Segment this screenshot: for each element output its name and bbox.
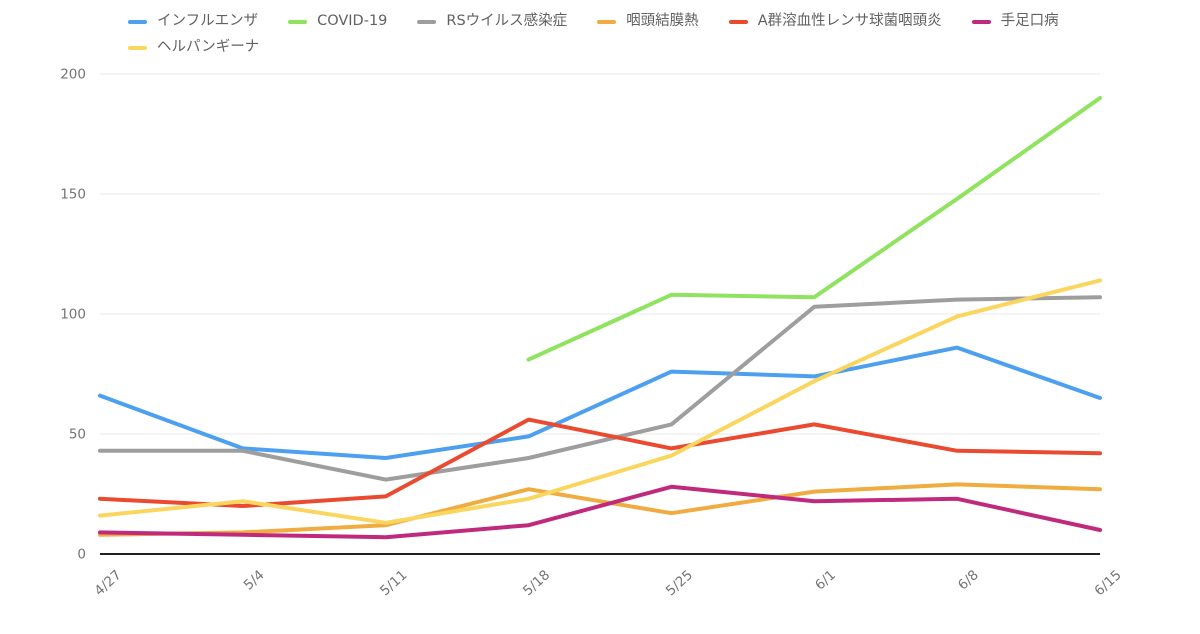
series-line-3 <box>98 482 1102 537</box>
legend-label: A群溶血性レンサ球菌咽頭炎 <box>757 13 942 29</box>
legend-label: COVID-19 <box>317 13 388 29</box>
x-tick-label: 5/11 <box>377 567 410 599</box>
legend-label: インフルエンザ <box>157 13 259 29</box>
series-line-5 <box>98 484 1102 540</box>
legend-item-6[interactable]: ヘルパンギーナ <box>128 37 259 58</box>
series-line-6 <box>98 278 1102 525</box>
x-tick-label: 6/8 <box>955 567 982 593</box>
legend-swatch-icon <box>128 45 147 50</box>
x-tick-label: 6/1 <box>812 567 839 593</box>
legend-swatch-icon <box>597 19 617 24</box>
legend-item-4[interactable]: A群溶血性レンサ球菌咽頭炎 <box>728 11 942 32</box>
legend-swatch-icon <box>971 19 991 24</box>
series-line-1 <box>526 96 1102 362</box>
x-tick-label: 4/27 <box>91 567 124 599</box>
y-tick-label: 150 <box>60 187 86 203</box>
chart-legend: インフルエンザ COVID-19 RSウイルス感染症 咽頭結膜熱 A群溶血性レンサ球菌咽… <box>128 11 1063 58</box>
legend-label: RSウイルス感染症 <box>446 13 568 29</box>
legend-item-5[interactable]: 手足口病 <box>971 11 1059 32</box>
legend-item-0[interactable]: インフルエンザ <box>128 11 258 32</box>
x-tick-label: 6/15 <box>1091 567 1124 599</box>
y-tick-label: 0 <box>77 547 86 563</box>
legend-item-1[interactable]: COVID-19 <box>288 11 387 32</box>
x-tick-label: 5/18 <box>520 567 553 599</box>
legend-item-3[interactable]: 咽頭結膜熱 <box>597 11 699 32</box>
y-tick-label: 100 <box>60 307 86 323</box>
series-line-4 <box>98 417 1102 508</box>
series-line-0 <box>98 345 1102 460</box>
y-tick-label: 200 <box>60 67 86 83</box>
legend-swatch-icon <box>288 19 308 24</box>
legend-swatch-icon <box>728 19 748 24</box>
y-tick-label: 50 <box>69 427 86 443</box>
legend-label: 手足口病 <box>1000 13 1059 29</box>
legend-item-2[interactable]: RSウイルス感染症 <box>417 11 567 32</box>
series-line-2 <box>98 295 1102 482</box>
legend-swatch-icon <box>417 19 437 24</box>
x-tick-label: 5/25 <box>663 567 696 599</box>
legend-label: 咽頭結膜熱 <box>626 13 699 29</box>
x-tick-label: 5/4 <box>241 567 268 593</box>
legend-swatch-icon <box>128 19 147 24</box>
legend-label: ヘルパンギーナ <box>157 39 260 55</box>
